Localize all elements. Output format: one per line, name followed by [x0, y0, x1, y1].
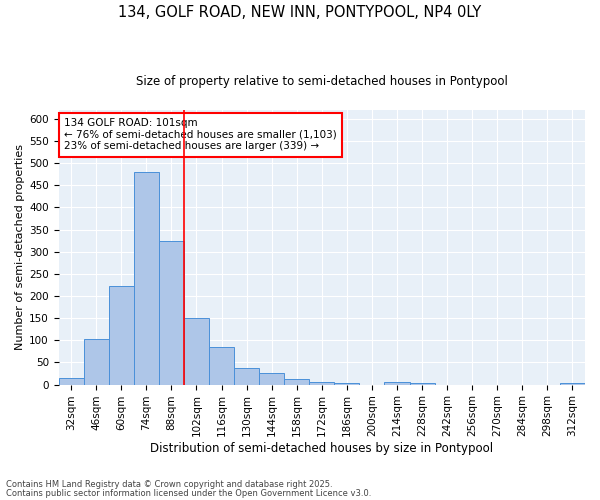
Bar — [410, 383, 434, 384]
Bar — [334, 383, 359, 384]
Title: Size of property relative to semi-detached houses in Pontypool: Size of property relative to semi-detach… — [136, 75, 508, 88]
Bar — [309, 382, 334, 384]
Text: 134 GOLF ROAD: 101sqm
← 76% of semi-detached houses are smaller (1,103)
23% of s: 134 GOLF ROAD: 101sqm ← 76% of semi-deta… — [64, 118, 337, 152]
Bar — [134, 172, 159, 384]
Bar — [259, 373, 284, 384]
Bar — [234, 368, 259, 384]
Bar — [560, 383, 585, 384]
Bar — [84, 339, 109, 384]
Bar — [184, 318, 209, 384]
Text: Contains HM Land Registry data © Crown copyright and database right 2025.: Contains HM Land Registry data © Crown c… — [6, 480, 332, 489]
Bar — [109, 286, 134, 384]
Bar — [209, 347, 234, 385]
Y-axis label: Number of semi-detached properties: Number of semi-detached properties — [15, 144, 25, 350]
Text: 134, GOLF ROAD, NEW INN, PONTYPOOL, NP4 0LY: 134, GOLF ROAD, NEW INN, PONTYPOOL, NP4 … — [118, 5, 482, 20]
Bar — [59, 378, 84, 384]
X-axis label: Distribution of semi-detached houses by size in Pontypool: Distribution of semi-detached houses by … — [150, 442, 493, 455]
Bar — [385, 382, 410, 384]
Bar — [284, 380, 309, 384]
Bar — [159, 240, 184, 384]
Text: Contains public sector information licensed under the Open Government Licence v3: Contains public sector information licen… — [6, 488, 371, 498]
